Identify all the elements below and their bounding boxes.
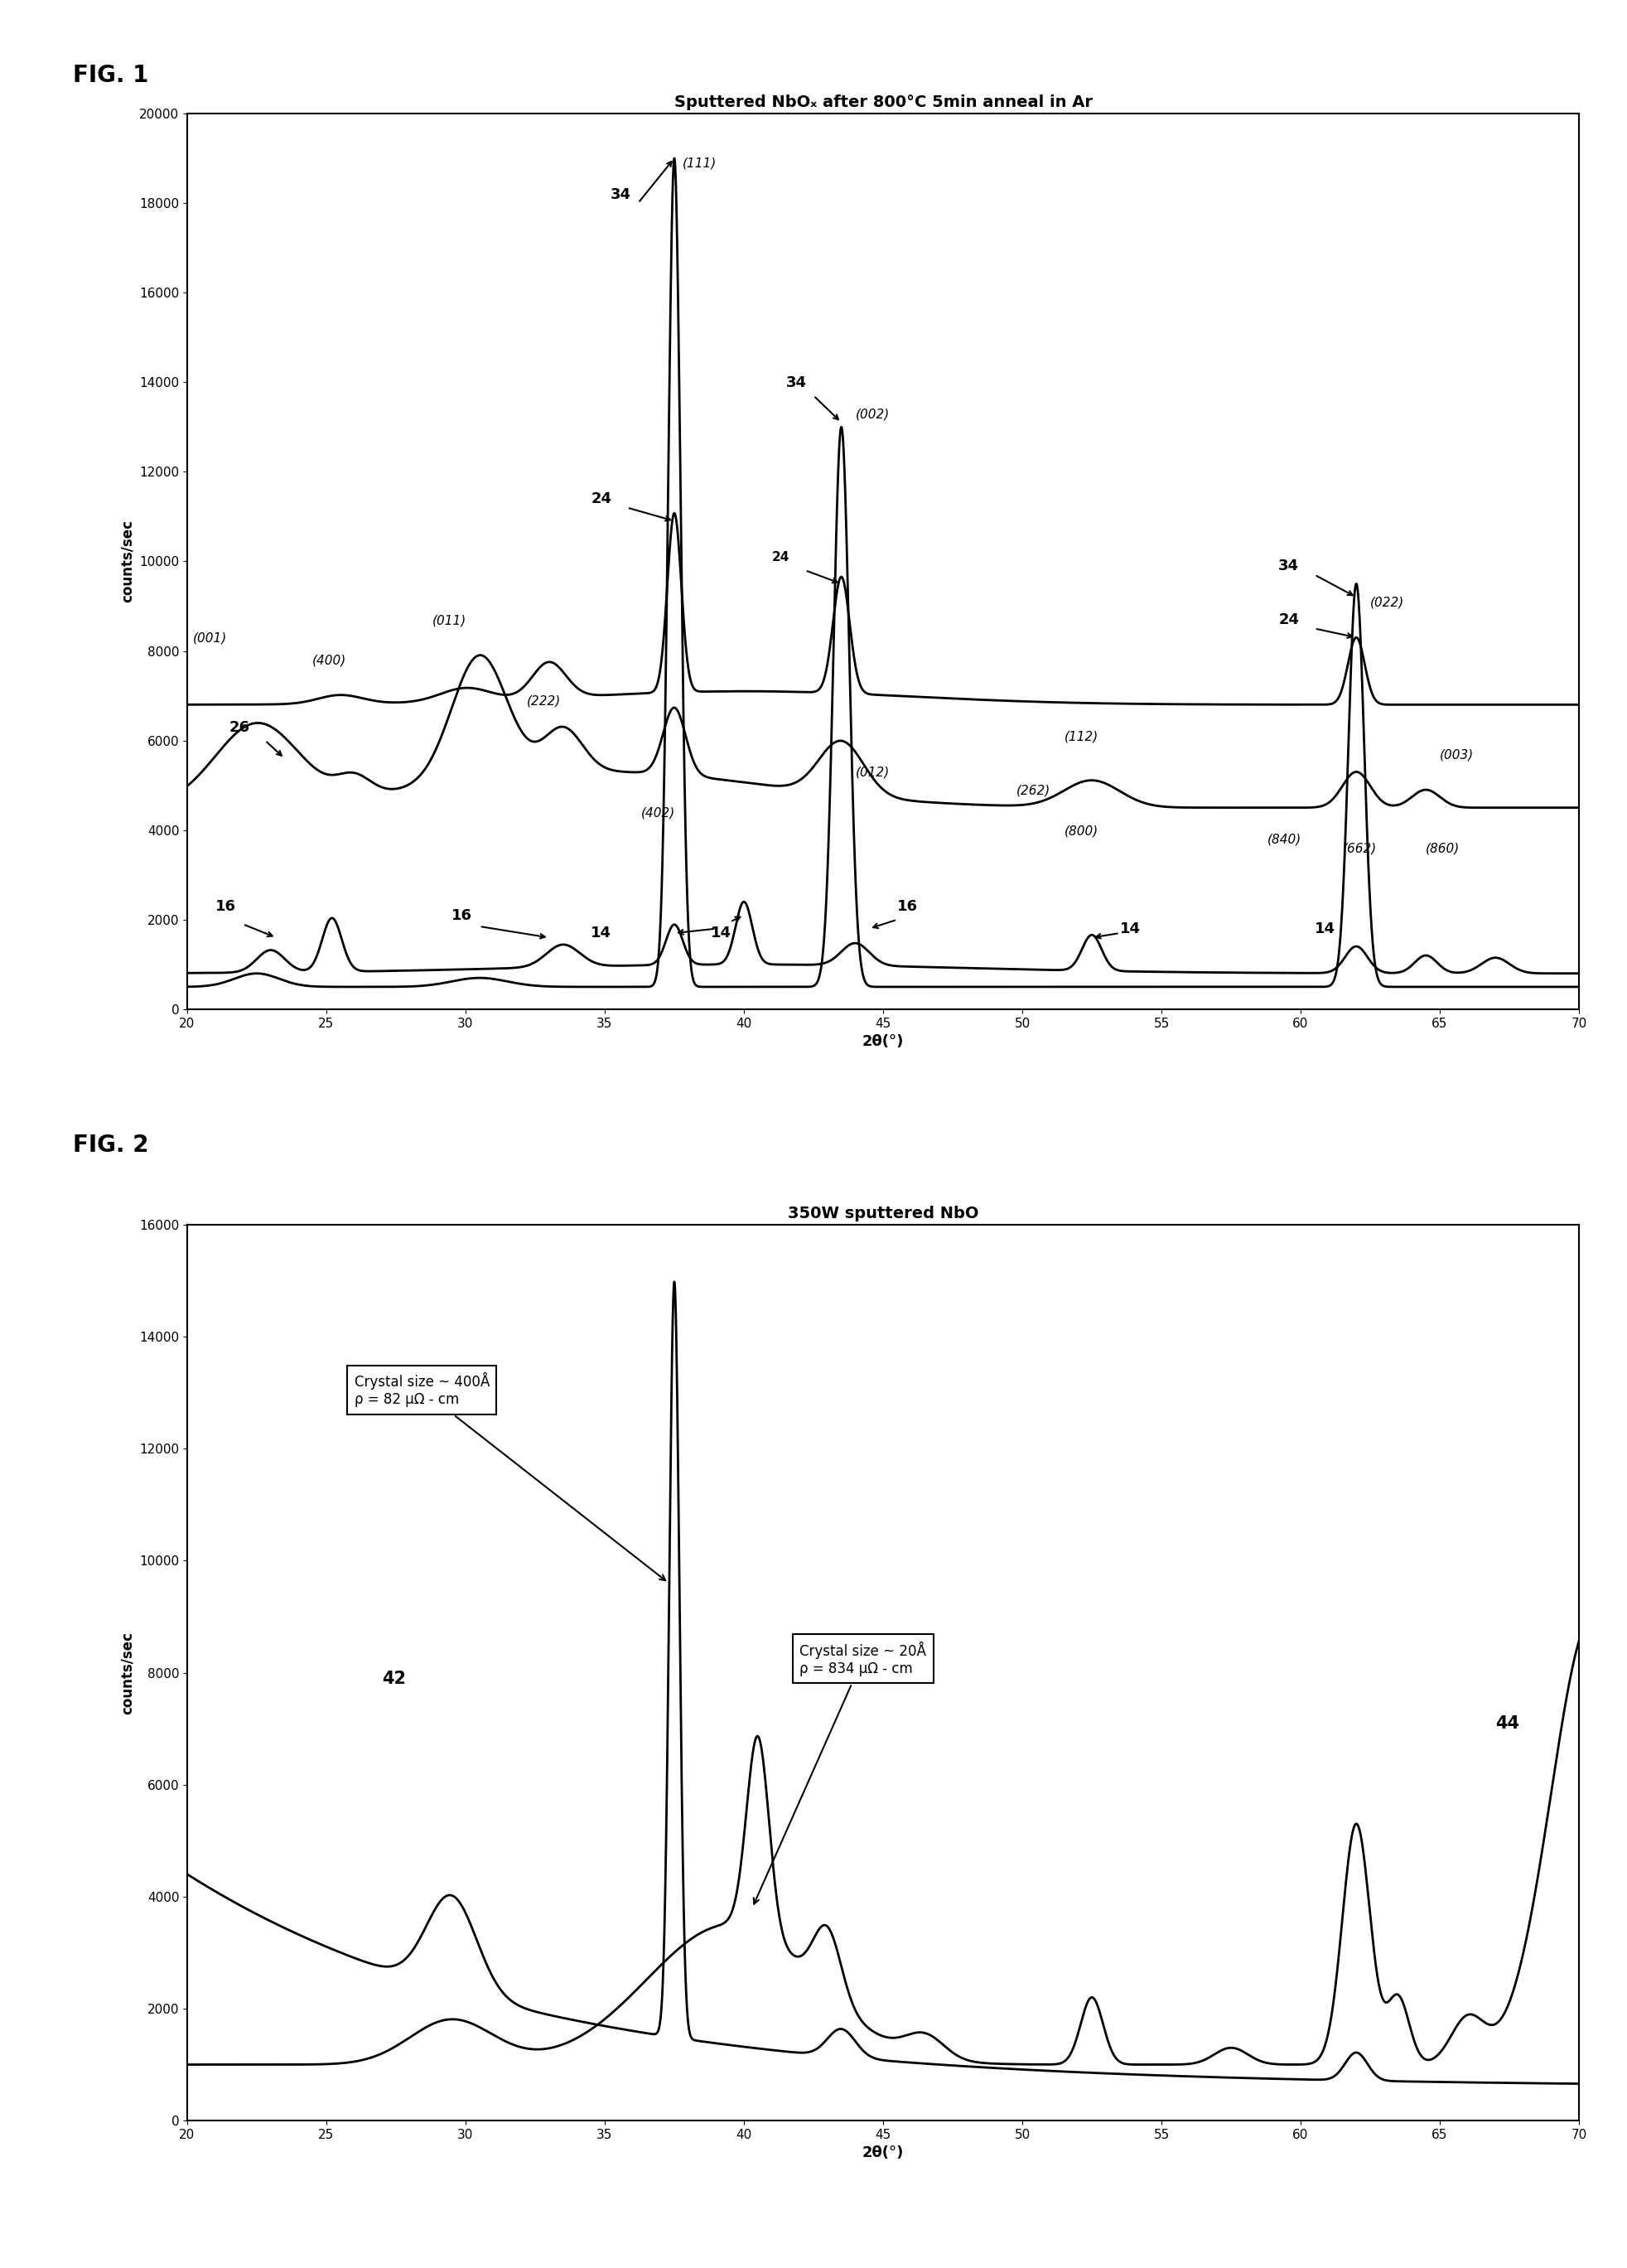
Text: (222): (222) xyxy=(527,694,561,708)
Text: 26: 26 xyxy=(229,719,249,735)
Text: FIG. 2: FIG. 2 xyxy=(73,1134,150,1157)
Text: (111): (111) xyxy=(682,156,716,170)
Y-axis label: counts/sec: counts/sec xyxy=(120,519,135,603)
Text: (840): (840) xyxy=(1266,835,1300,846)
Text: 14: 14 xyxy=(1315,921,1334,937)
Text: Crystal size ~ 400Å
ρ = 82 μΩ - cm: Crystal size ~ 400Å ρ = 82 μΩ - cm xyxy=(355,1372,665,1581)
Text: (002): (002) xyxy=(854,408,888,420)
Text: (112): (112) xyxy=(1064,730,1098,744)
Title: 350W sputtered NbO: 350W sputtered NbO xyxy=(787,1204,978,1220)
Text: 44: 44 xyxy=(1495,1715,1518,1733)
Text: (003): (003) xyxy=(1440,748,1472,760)
Text: 24: 24 xyxy=(591,492,612,506)
Text: 16: 16 xyxy=(896,898,918,914)
Text: (011): (011) xyxy=(431,615,465,626)
X-axis label: 2θ(°): 2θ(°) xyxy=(862,2146,903,2161)
Text: 14: 14 xyxy=(709,925,731,941)
Text: (860): (860) xyxy=(1425,841,1459,855)
Title: Sputtered NbOₓ after 800°C 5min anneal in Ar: Sputtered NbOₓ after 800°C 5min anneal i… xyxy=(674,93,1092,109)
Text: 14: 14 xyxy=(1119,921,1141,937)
Text: Crystal size ~ 20Å
ρ = 834 μΩ - cm: Crystal size ~ 20Å ρ = 834 μΩ - cm xyxy=(753,1642,926,1903)
Text: (022): (022) xyxy=(1370,596,1404,608)
Text: (800): (800) xyxy=(1064,826,1098,837)
Text: 16: 16 xyxy=(451,907,472,923)
Text: 24: 24 xyxy=(1277,612,1298,628)
Text: 24: 24 xyxy=(771,551,789,565)
Text: 34: 34 xyxy=(610,186,631,202)
X-axis label: 2θ(°): 2θ(°) xyxy=(862,1034,903,1050)
Text: (001): (001) xyxy=(192,633,226,644)
Y-axis label: counts/sec: counts/sec xyxy=(120,1631,135,1715)
Text: (262): (262) xyxy=(1017,785,1051,796)
Text: 34: 34 xyxy=(1277,558,1298,574)
Text: (402): (402) xyxy=(641,807,675,819)
Text: 14: 14 xyxy=(591,925,612,941)
Text: 34: 34 xyxy=(786,374,805,390)
Text: FIG. 1: FIG. 1 xyxy=(73,64,150,86)
Text: 42: 42 xyxy=(382,1672,405,1687)
Text: 16: 16 xyxy=(215,898,236,914)
Text: (012): (012) xyxy=(854,767,888,778)
Text: (662): (662) xyxy=(1342,841,1376,855)
Text: (400): (400) xyxy=(312,655,347,667)
